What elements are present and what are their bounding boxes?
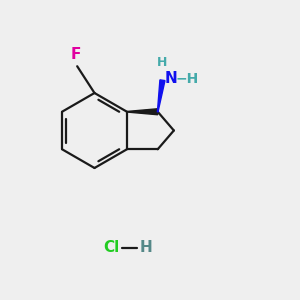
Text: −H: −H bbox=[175, 72, 198, 86]
Text: N: N bbox=[165, 71, 178, 86]
Text: F: F bbox=[70, 47, 81, 62]
Text: H: H bbox=[157, 56, 168, 69]
Text: Cl: Cl bbox=[104, 240, 120, 255]
Text: H: H bbox=[140, 240, 152, 255]
Polygon shape bbox=[158, 80, 165, 112]
Polygon shape bbox=[127, 109, 158, 115]
